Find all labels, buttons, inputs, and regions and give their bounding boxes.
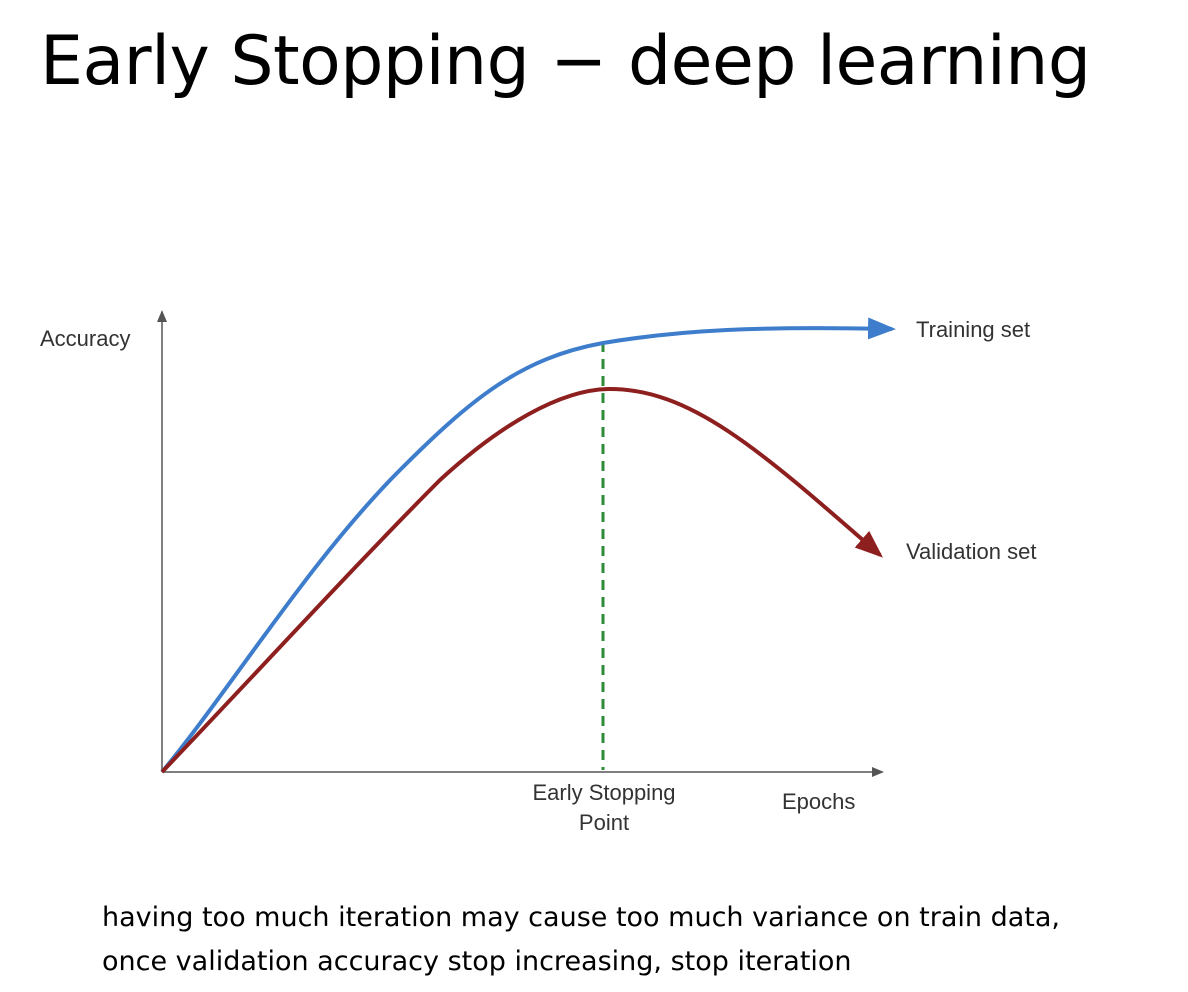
training-set-curve [160, 317, 896, 774]
x-axis-label: Epochs [782, 789, 855, 814]
early-stopping-point-label-line-1: Early Stopping [532, 780, 675, 805]
validation-set-label: Validation set [906, 539, 1036, 564]
slide-caption: having too much iteration may cause too … [102, 896, 1172, 984]
caption-line-2: once validation accuracy stop increasing… [102, 946, 852, 977]
slide-title: Early Stopping − deep learning [40, 22, 1091, 101]
training-set-label: Training set [916, 317, 1030, 342]
caption-line-1: having too much iteration may cause too … [102, 902, 1060, 933]
y-axis-label: Accuracy [40, 326, 130, 351]
validation-set-curve [160, 386, 884, 774]
early-stopping-point-label-line-2: Point [579, 810, 629, 835]
